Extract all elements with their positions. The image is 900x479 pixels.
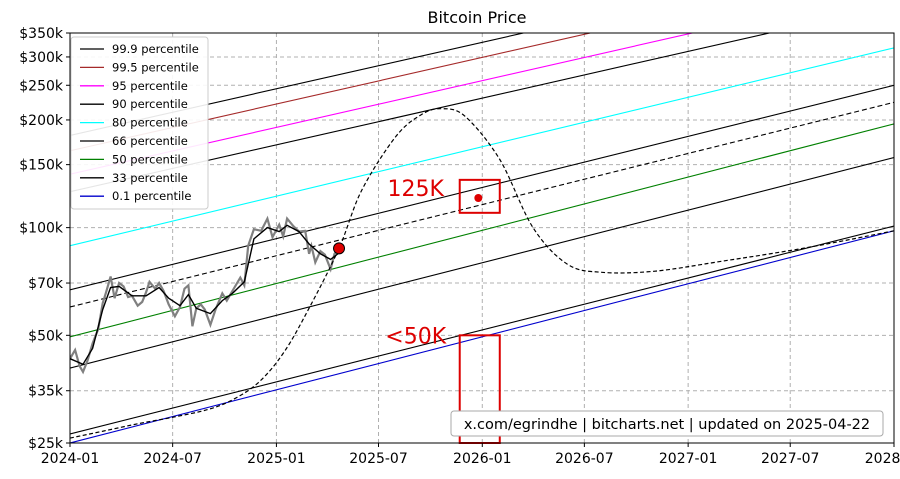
forecast-curve-line <box>70 108 894 439</box>
price-raw-line <box>70 215 340 375</box>
price-smoothed-line <box>70 224 340 366</box>
y-tick-label: $25k <box>28 436 64 452</box>
band-33-percentile <box>70 157 894 369</box>
legend-label: 33 percentile <box>112 171 188 185</box>
current-price-point <box>333 242 346 255</box>
legend-label: 66 percentile <box>112 134 188 148</box>
annotation-label: <50K <box>385 324 446 349</box>
y-tick-label: $35k <box>28 384 64 400</box>
chart-title: Bitcoin Price <box>428 8 527 27</box>
legend: 99.9 percentile 99.5 percentile 95 percent… <box>70 36 209 210</box>
x-tick-label: 2026-01 <box>453 451 512 467</box>
legend-label: 80 percentile <box>112 116 188 130</box>
legend-frame <box>70 36 209 210</box>
x-tick-label: 2024-01 <box>41 451 100 467</box>
price-series <box>70 215 340 375</box>
band-80-percentile <box>70 47 894 247</box>
attribution-text: x.com/egrindhe | bitcharts.net | updated… <box>464 417 870 433</box>
band-50-percentile <box>70 123 894 338</box>
y-tick-label: $250k <box>19 78 64 94</box>
target-price-point <box>474 194 483 203</box>
x-tick-label: 2028-01 <box>865 451 900 467</box>
band-0-1-percentile <box>70 230 894 443</box>
y-tick-label: $150k <box>19 158 64 174</box>
legend-label: 0.1 percentile <box>112 189 191 203</box>
reference-line <box>70 225 894 435</box>
legend-label: 95 percentile <box>112 79 188 93</box>
x-tick-label: 2025-07 <box>349 451 408 467</box>
legend-label: 50 percentile <box>112 152 188 166</box>
highlight-box <box>458 178 501 214</box>
attribution-box: x.com/egrindhe | bitcharts.net | updated… <box>450 410 884 437</box>
legend-label: 99.9 percentile <box>112 42 199 56</box>
annotations: 125K <50K <box>333 177 501 444</box>
percentile-bands <box>70 33 894 443</box>
axis-ticks: $25k $35k $50k $70k $100k $150k $200k $250k $300… <box>19 26 900 467</box>
reference-line <box>70 101 894 308</box>
y-tick-label: $50k <box>28 328 64 344</box>
y-tick-label: $70k <box>28 276 64 292</box>
x-tick-label: 2024-07 <box>143 451 202 467</box>
forecast-curve <box>70 108 894 439</box>
x-tick-label: 2027-07 <box>761 451 820 467</box>
legend-label: 90 percentile <box>112 97 188 111</box>
y-tick-label: $300k <box>19 50 64 66</box>
y-tick-label: $200k <box>19 113 64 129</box>
x-tick-label: 2025-01 <box>247 451 306 467</box>
x-tick-label: 2026-07 <box>555 451 614 467</box>
x-tick-label: 2027-01 <box>659 451 718 467</box>
legend-label: 99.5 percentile <box>112 60 199 74</box>
annotation-label: 125K <box>388 177 445 202</box>
y-tick-label: $350k <box>19 26 64 42</box>
band-66-percentile <box>70 84 894 291</box>
y-tick-label: $100k <box>19 221 64 237</box>
